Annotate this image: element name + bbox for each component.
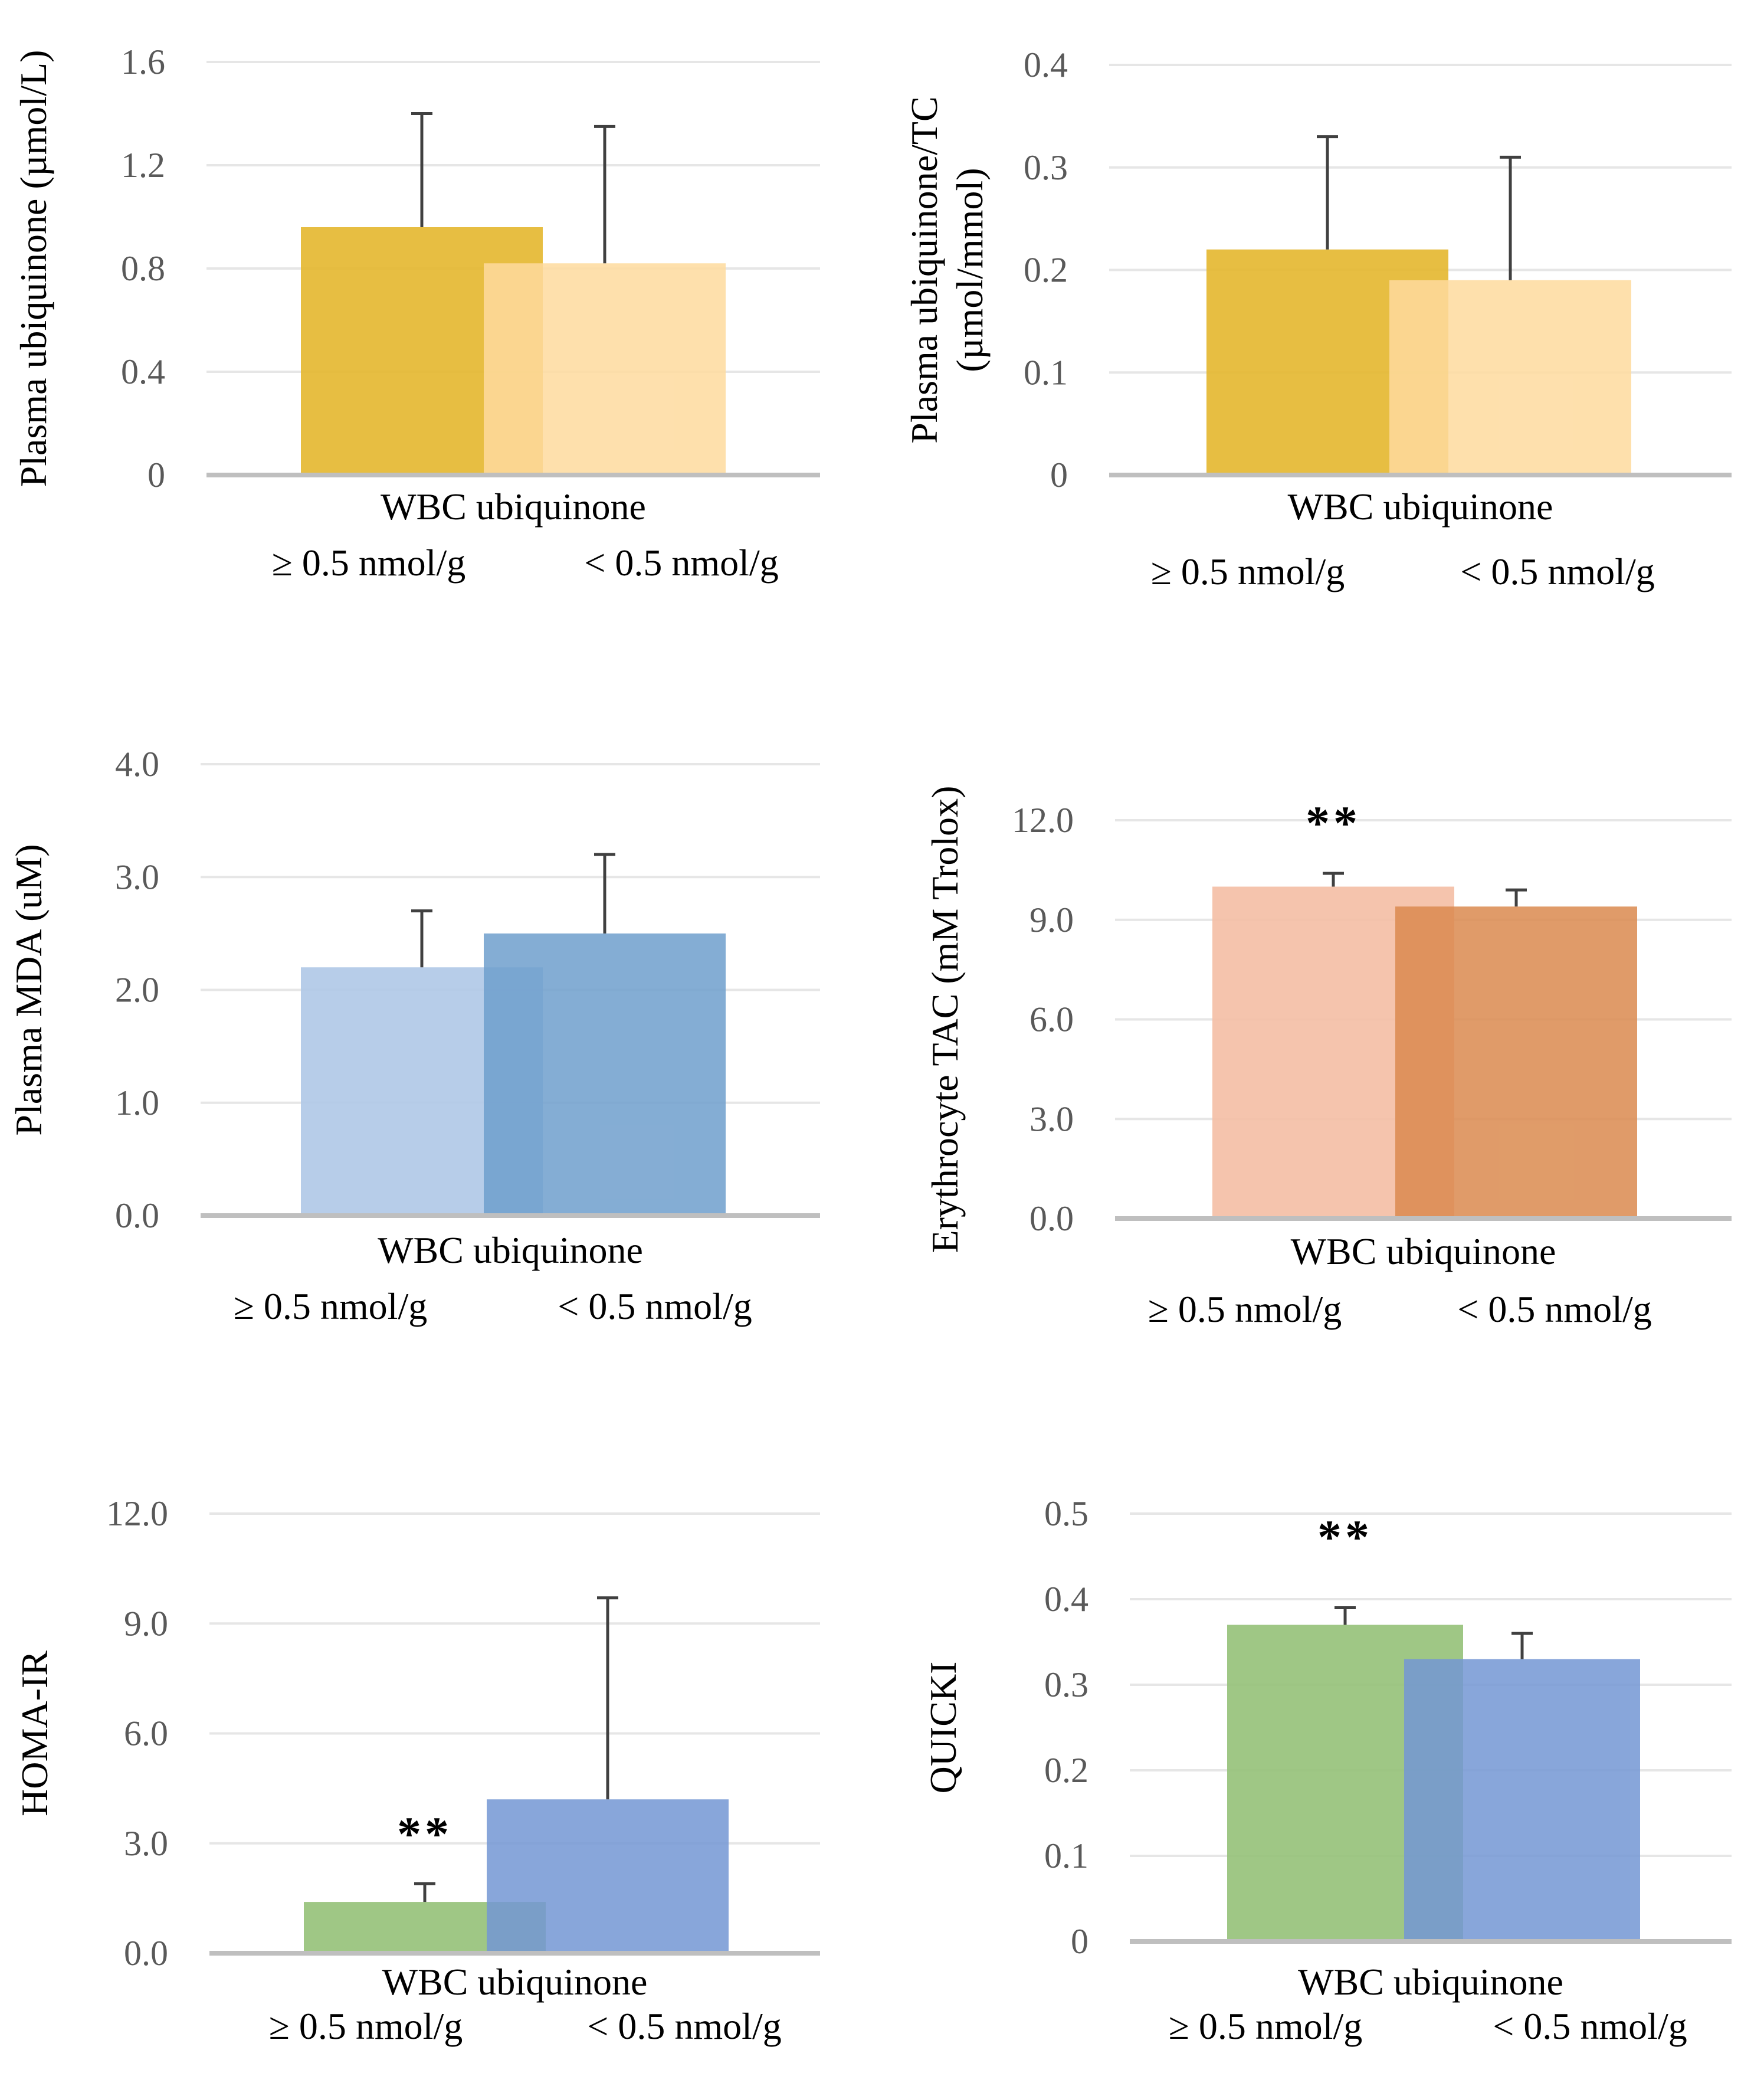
y-axis-title: HOMA-IR: [14, 1651, 55, 1816]
y-tick-label: 12.0: [106, 1494, 168, 1533]
x-axis-title: WBC ubiquinone: [382, 1961, 648, 2003]
category-label: ≥ 0.5 nmol/g: [269, 2005, 463, 2047]
chart-panel-3: 0.0 1.0 2.0 3.0 4.0 Plasma MDA (uM) WBC ubiqui…: [8, 745, 820, 1327]
y-tick-label: 2.0: [115, 971, 159, 1010]
y-axis-title: Plasma ubiquinone (µmol/L): [12, 50, 54, 487]
y-tick-label: 0.3: [1024, 148, 1068, 187]
y-tick-label: 0.0: [1029, 1199, 1074, 1238]
chart-panel-4: 0.0 3.0 6.0 9.0 12.0 ** Erythrocyte TAC (mM Tr…: [924, 786, 1732, 1330]
y-tick-label: 0.4: [1024, 45, 1068, 84]
category-label: < 0.5 nmol/g: [558, 1285, 752, 1327]
y-axis-title: Erythrocyte TAC (mM Trolox): [924, 786, 966, 1253]
error-bar-1: [1317, 135, 1338, 250]
error-bar-2: [1506, 888, 1527, 907]
y-tick-label: 0.8: [121, 249, 165, 288]
category-label: ≥ 0.5 nmol/g: [272, 542, 465, 584]
bar-2: [1395, 906, 1637, 1219]
y-tick-label: 1.0: [115, 1083, 159, 1122]
category-label: < 0.5 nmol/g: [1457, 1288, 1651, 1330]
error-bar-1: [1323, 872, 1344, 887]
y-tick-label: 0: [1071, 1922, 1088, 1961]
y-tick-label: 0.4: [1044, 1580, 1088, 1619]
y-tick-label: 3.0: [124, 1824, 168, 1863]
error-bar-2: [594, 853, 615, 934]
error-bar-1: [1335, 1606, 1356, 1625]
bar-2: [484, 263, 726, 475]
bar-2: [487, 1799, 729, 1953]
significance-marker: **: [397, 1807, 453, 1861]
y-tick-label: 3.0: [115, 857, 159, 896]
error-bar-2: [594, 125, 615, 264]
x-axis-title: WBC ubiquinone: [381, 486, 646, 528]
chart-panel-2: 0 0.1 0.2 0.3 0.4 Plasma ubiquinone/TC (µmol/m…: [903, 45, 1732, 592]
y-tick-label: 9.0: [124, 1604, 168, 1643]
y-tick-label: 6.0: [1029, 1000, 1074, 1039]
y-tick-label: 1.6: [121, 42, 165, 81]
y-tick-label: 0.0: [115, 1196, 159, 1235]
y-tick-label: 4.0: [115, 745, 159, 784]
y-tick-label: 0: [147, 456, 165, 495]
category-label: < 0.5 nmol/g: [587, 2005, 781, 2047]
chart-panel-1: 0 0.4 0.8 1.2 1.6 Plasma ubiquinone (µmol/L) W…: [12, 42, 820, 584]
y-axis-title: QUICKI: [922, 1662, 964, 1794]
chart-panel-6: 0 0.1 0.2 0.3 0.4 0.5 ** QUICKI WBC ubiquinone≥ …: [922, 1494, 1732, 2047]
y-tick-label: 12.0: [1012, 801, 1074, 840]
y-tick-label: 0.2: [1044, 1751, 1088, 1790]
category-label: < 0.5 nmol/g: [1493, 2005, 1687, 2047]
y-tick-label: 0: [1050, 456, 1068, 495]
error-bar-1: [411, 112, 432, 227]
y-tick-label: 6.0: [124, 1714, 168, 1753]
y-tick-label: 0.1: [1044, 1836, 1088, 1875]
chart-panel-5: 0.0 3.0 6.0 9.0 12.0 ** HOMA-IR WBC ubiquinone≥…: [14, 1494, 820, 2047]
y-tick-label: 0.2: [1024, 251, 1068, 290]
bar-2: [1404, 1659, 1640, 1941]
bar-2: [1389, 280, 1631, 475]
x-axis-title: WBC ubiquinone: [1291, 1230, 1556, 1272]
category-label: ≥ 0.5 nmol/g: [1148, 1288, 1342, 1330]
y-tick-label: 9.0: [1029, 900, 1074, 939]
significance-marker: **: [1306, 796, 1361, 850]
y-axis-title: Plasma MDA (uM): [8, 844, 50, 1135]
y-tick-label: 0.1: [1024, 353, 1068, 392]
category-label: ≥ 0.5 nmol/g: [234, 1285, 427, 1327]
y-axis-title-units: (µmol/mmol): [949, 168, 991, 372]
error-bar-1: [414, 1882, 435, 1902]
y-tick-label: 3.0: [1029, 1099, 1074, 1138]
y-tick-label: 0.3: [1044, 1665, 1088, 1704]
error-bar-2: [1500, 155, 1521, 280]
y-tick-label: 1.2: [121, 146, 165, 185]
error-bar-2: [1511, 1632, 1533, 1659]
category-label: < 0.5 nmol/g: [584, 542, 778, 584]
error-bar-1: [411, 909, 432, 968]
y-tick-label: 0.5: [1044, 1494, 1088, 1533]
x-axis-title: WBC ubiquinone: [1298, 1961, 1563, 2003]
error-bar-2: [597, 1596, 618, 1800]
y-axis-title: Plasma ubiquinone/TC: [903, 96, 945, 443]
y-tick-label: 0.4: [121, 352, 165, 391]
category-label: < 0.5 nmol/g: [1460, 551, 1654, 592]
x-axis-title: WBC ubiquinone: [378, 1229, 643, 1271]
x-axis-title: WBC ubiquinone: [1288, 486, 1553, 528]
bar-2: [484, 933, 726, 1216]
category-label: ≥ 0.5 nmol/g: [1151, 551, 1345, 592]
significance-marker: **: [1317, 1510, 1373, 1564]
category-label: ≥ 0.5 nmol/g: [1169, 2005, 1362, 2047]
y-tick-label: 0.0: [124, 1934, 168, 1973]
